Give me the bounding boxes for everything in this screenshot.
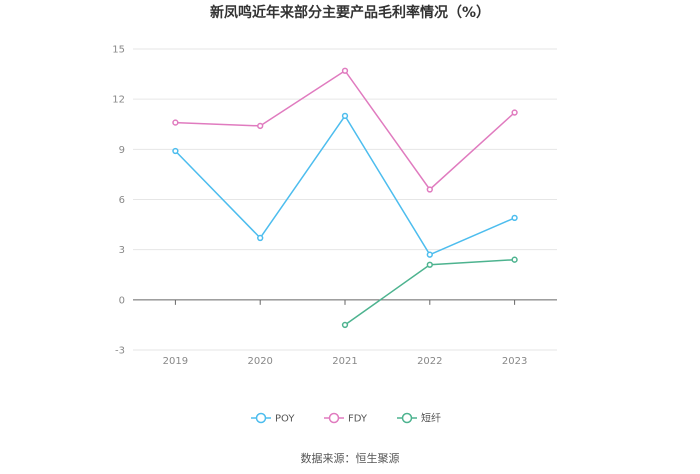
x-tick-label: 2021 [332,356,357,367]
x-tick-label: 2023 [502,356,527,367]
y-tick-label: 12 [112,95,125,106]
data-point [426,251,433,258]
legend-item-FDY[interactable]: FDY [324,412,368,425]
y-tick-label: 6 [119,195,125,206]
data-point [172,147,179,155]
legend-item-POY[interactable]: POY [251,412,295,425]
data-point [341,112,349,120]
legend-label: 短纤 [421,412,441,425]
legend-label: FDY [348,414,368,425]
chart-title: 新凤鸣近年来部分主要产品毛利率情况（%） [210,4,490,21]
y-tick-label: 9 [119,145,125,156]
series-line [344,258,515,326]
y-tick-label: 3 [119,245,125,256]
legend[interactable]: POY FDY 短纤 [251,412,441,425]
data-point [511,214,518,222]
y-tick-label: -3 [115,346,125,357]
legend-marker [328,412,340,424]
grid [133,48,557,351]
data-point [426,261,433,268]
axes: -3 0 3 6 9 12 15 2019 2020 2021 2022 2023 [112,45,557,367]
x-tick-label: 2022 [417,356,442,367]
y-tick-label: 0 [119,295,125,306]
data-point [257,234,264,242]
series-line [175,69,516,191]
legend-marker [401,412,413,424]
legend-label: POY [275,414,295,425]
x-tick-label: 2020 [247,356,272,367]
data-point [511,109,518,116]
series-FDY [172,67,518,193]
series-layer [172,67,518,329]
data-point [341,321,349,329]
series-POY [172,112,518,258]
series-短纤 [341,256,518,329]
data-point [426,186,433,193]
legend-marker [255,412,267,424]
data-point [511,256,518,263]
source-note: 数据来源：恒生聚源 [301,451,400,465]
legend-item-短纤[interactable]: 短纤 [397,412,441,425]
data-point [257,122,264,130]
series-line [174,114,515,256]
y-tick-label: 15 [112,45,125,56]
x-tick-label: 2019 [163,356,188,367]
data-point [341,67,349,74]
data-point [172,119,179,126]
